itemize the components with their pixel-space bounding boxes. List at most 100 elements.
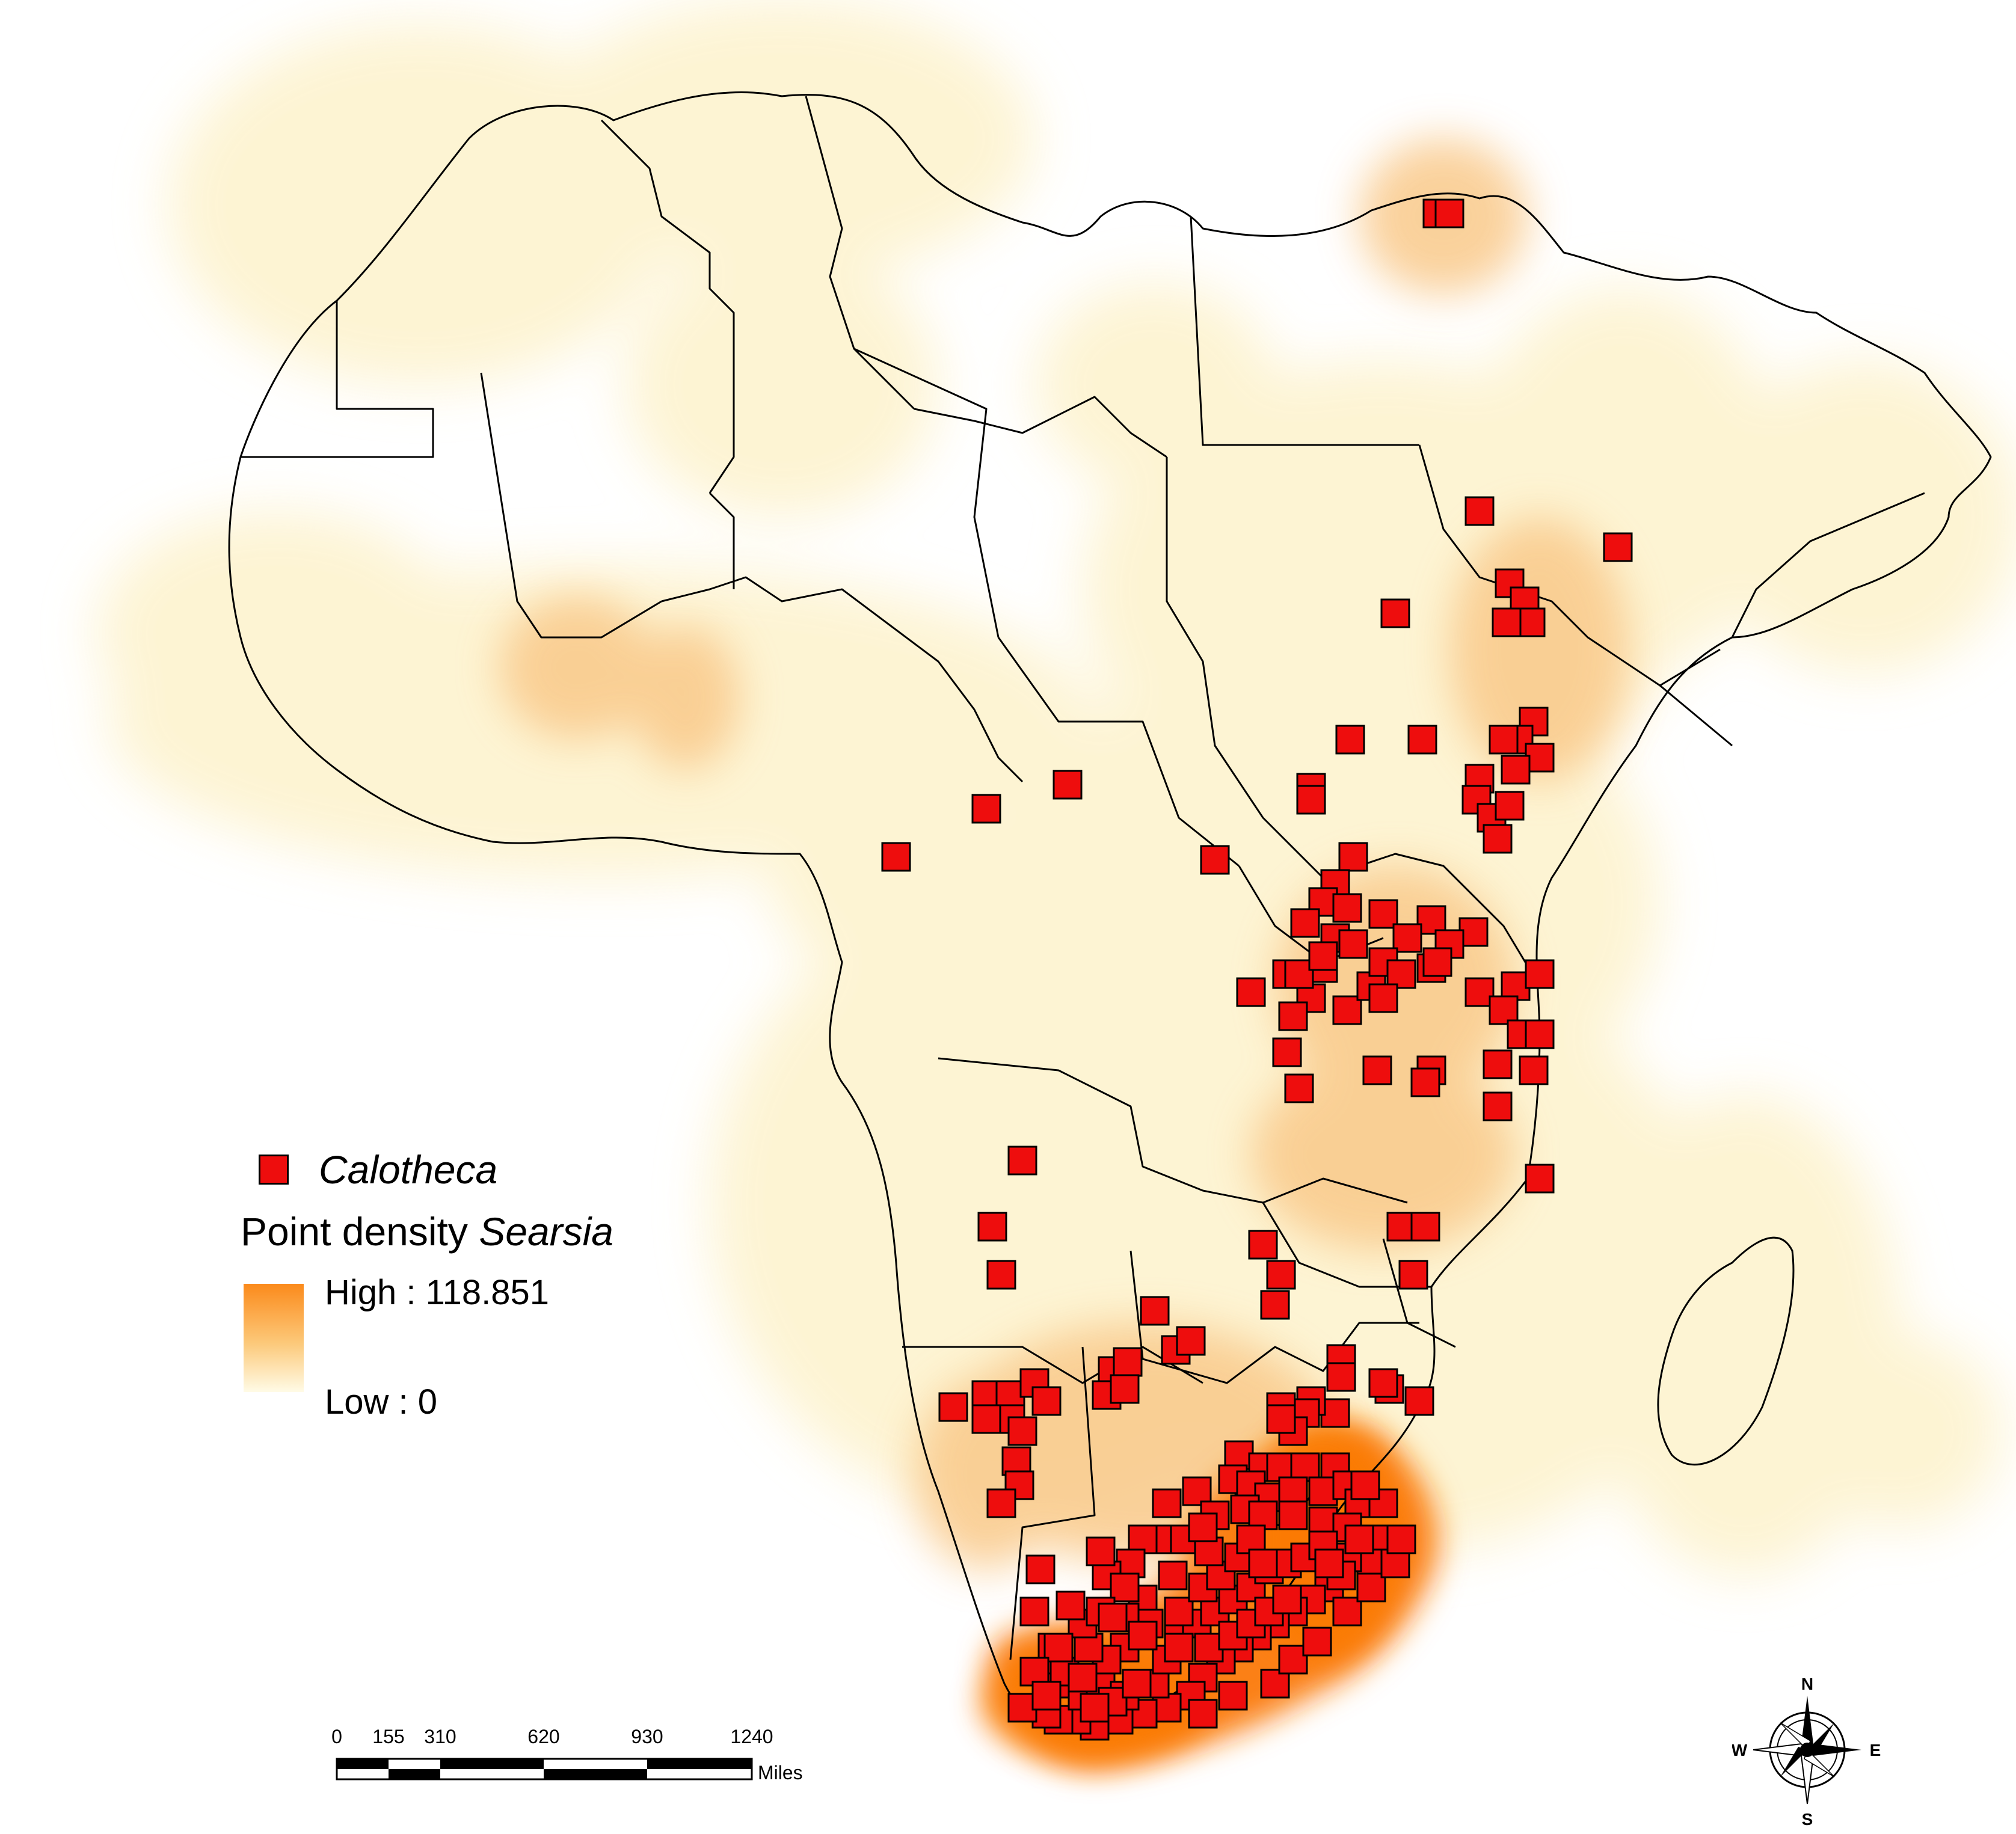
calotheca-point	[1278, 1500, 1308, 1530]
calotheca-point	[1110, 1572, 1140, 1602]
calotheca-point	[1278, 1645, 1308, 1675]
calotheca-point	[1128, 1524, 1158, 1554]
legend-point-entry: Calotheca	[259, 1142, 497, 1197]
calotheca-point	[1495, 791, 1525, 821]
compass-w-label: W	[1732, 1741, 1748, 1759]
calotheca-point	[1410, 1212, 1440, 1242]
calotheca-point	[1182, 1476, 1212, 1506]
calotheca-point	[1086, 1536, 1116, 1566]
calotheca-point	[1272, 1037, 1302, 1067]
calotheca-point	[1266, 1260, 1296, 1290]
scale-tick-label: 310	[424, 1726, 456, 1747]
continent-outline	[228, 91, 1992, 1733]
calotheca-point	[1461, 785, 1492, 815]
calotheca-point	[1501, 971, 1531, 1001]
calotheca-point	[1056, 1590, 1086, 1621]
calotheca-point	[1332, 893, 1362, 923]
calotheca-point	[1525, 959, 1555, 989]
calotheca-point	[1001, 1446, 1031, 1476]
calotheca-point	[938, 1392, 968, 1422]
calotheca-point	[1519, 1055, 1549, 1085]
calotheca-point	[1272, 1584, 1302, 1615]
calotheca-point	[1344, 1524, 1374, 1554]
legend-point-swatch	[259, 1155, 289, 1185]
calotheca-point	[1284, 1073, 1314, 1103]
calotheca-point	[1019, 1657, 1049, 1687]
calotheca-point	[1302, 1627, 1332, 1657]
calotheca-point	[1110, 1374, 1140, 1404]
calotheca-point	[1164, 1596, 1194, 1627]
calotheca-point	[1188, 1699, 1218, 1729]
calotheca-point	[1416, 905, 1446, 935]
calotheca-point	[1501, 755, 1531, 785]
calotheca-point	[1290, 908, 1320, 938]
calotheca-point	[1368, 1368, 1398, 1398]
calotheca-point	[1398, 1260, 1428, 1290]
calotheca-point	[1007, 1693, 1037, 1723]
scale-tick-label: 1240	[730, 1726, 773, 1747]
calotheca-points	[881, 198, 1633, 1741]
scale-tick-label: 620	[527, 1726, 560, 1747]
scale-tick-label: 930	[631, 1726, 663, 1747]
calotheca-point	[1218, 1681, 1248, 1711]
calotheca-point	[1248, 1230, 1278, 1260]
calotheca-point	[1260, 1290, 1290, 1320]
calotheca-point	[1068, 1663, 1098, 1693]
calotheca-point	[1458, 917, 1489, 947]
calotheca-point	[1386, 959, 1416, 989]
calotheca-point	[986, 1260, 1016, 1290]
calotheca-point	[1525, 743, 1555, 773]
calotheca-point	[1122, 1669, 1152, 1699]
calotheca-point	[1053, 770, 1083, 800]
calotheca-point	[1492, 607, 1522, 637]
calotheca-point	[1326, 1362, 1356, 1392]
calotheca-point	[1194, 1633, 1224, 1663]
calotheca-point	[1483, 1091, 1513, 1121]
calotheca-point	[971, 794, 1001, 824]
calotheca-point	[1176, 1326, 1206, 1356]
calotheca-point	[1320, 1398, 1350, 1428]
map-legend: Calotheca Point density Searsia High : 1…	[241, 1130, 782, 1443]
legend-density-species: Searsia	[479, 1209, 614, 1254]
calotheca-point	[1188, 1512, 1218, 1542]
compass-rose-icon: N S E W	[1732, 1675, 1881, 1829]
calotheca-point	[1296, 785, 1326, 815]
calotheca-point	[977, 1212, 1007, 1242]
calotheca-point	[971, 1404, 1001, 1434]
calotheca-point	[1356, 1572, 1386, 1602]
calotheca-point	[1128, 1621, 1158, 1651]
compass-s-label: S	[1802, 1810, 1813, 1828]
calotheca-point	[1368, 899, 1398, 929]
calotheca-point	[1113, 1347, 1143, 1377]
calotheca-point	[1019, 1368, 1049, 1398]
calotheca-point	[1368, 1488, 1398, 1518]
calotheca-point	[1019, 1596, 1049, 1627]
calotheca-point	[1434, 198, 1464, 228]
calotheca-point	[1483, 1049, 1513, 1079]
legend-density-title-text: Point density	[241, 1209, 468, 1254]
calotheca-point	[1407, 725, 1437, 755]
north-arrow-compass: N S E W	[1732, 1672, 1882, 1829]
calotheca-point	[1464, 496, 1495, 526]
scale-tick-label: 155	[372, 1726, 405, 1747]
scale-tick-label: 0	[331, 1726, 342, 1747]
calotheca-point	[1495, 568, 1525, 598]
legend-color-ramp	[244, 1284, 304, 1392]
calotheca-point	[1525, 1019, 1555, 1049]
calotheca-point	[1007, 1416, 1037, 1446]
calotheca-point	[1140, 1296, 1170, 1326]
calotheca-point	[1362, 1055, 1392, 1085]
calotheca-point	[1386, 1524, 1416, 1554]
calotheca-point	[1278, 1001, 1308, 1031]
calotheca-point	[1410, 1067, 1440, 1097]
calotheca-point	[1200, 845, 1230, 875]
compass-e-label: E	[1870, 1741, 1881, 1759]
calotheca-point	[1332, 1596, 1362, 1627]
country-borders	[228, 91, 1992, 1733]
madagascar-outline	[1657, 1236, 1795, 1466]
calotheca-point	[1158, 1560, 1188, 1590]
calotheca-point	[1335, 725, 1365, 755]
calotheca-point	[1464, 977, 1495, 1007]
calotheca-point	[1260, 1669, 1290, 1699]
